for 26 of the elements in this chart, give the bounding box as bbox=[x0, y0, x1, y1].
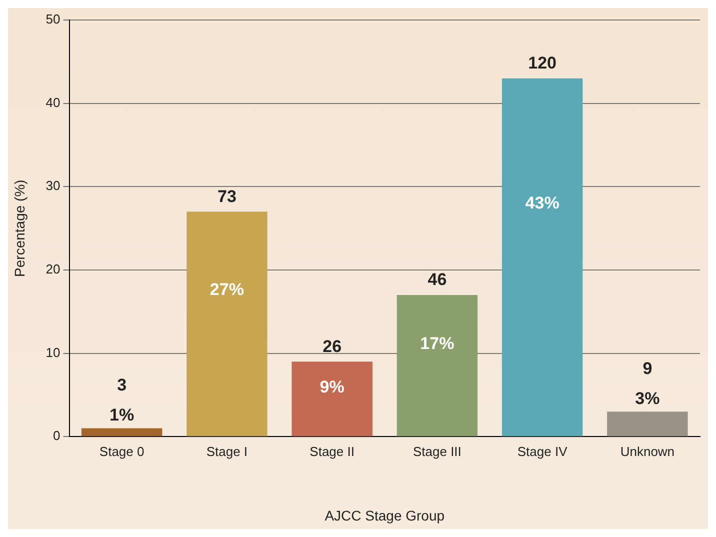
y-tick-label: 50 bbox=[46, 12, 60, 27]
x-axis-title: AJCC Stage Group bbox=[324, 507, 445, 524]
annotation: 120 bbox=[528, 54, 557, 73]
annotation: 73 bbox=[217, 186, 236, 206]
annotation: 3 bbox=[117, 375, 127, 394]
y-tick-label: 30 bbox=[46, 178, 60, 194]
data-label: 43% bbox=[525, 193, 560, 212]
data-label: 17% bbox=[420, 334, 454, 354]
data-label: 9% bbox=[320, 377, 344, 396]
y-axis-title: Percentage (%) bbox=[11, 180, 28, 277]
y-tick-label: 40 bbox=[46, 94, 60, 110]
x-tick-label: Stage IV bbox=[517, 444, 568, 459]
data-label: 3% bbox=[635, 388, 660, 408]
x-tick-label: Stage III bbox=[412, 444, 462, 459]
annotation: 26 bbox=[322, 336, 342, 356]
y-tick-label: 10 bbox=[46, 344, 60, 360]
x-tick-label: Stage II bbox=[310, 444, 354, 459]
x-tick-label: Unknown bbox=[620, 444, 675, 459]
y-tick-label: 20 bbox=[46, 262, 60, 277]
x-tick-label: Stage 0 bbox=[99, 444, 144, 459]
data-label: 27% bbox=[210, 280, 244, 299]
annotation: 9 bbox=[642, 358, 652, 378]
data-label: 1% bbox=[110, 405, 134, 424]
annotation: 46 bbox=[428, 270, 447, 290]
y-tick-label: 0 bbox=[53, 428, 60, 444]
x-tick-label: Stage I bbox=[206, 444, 248, 459]
